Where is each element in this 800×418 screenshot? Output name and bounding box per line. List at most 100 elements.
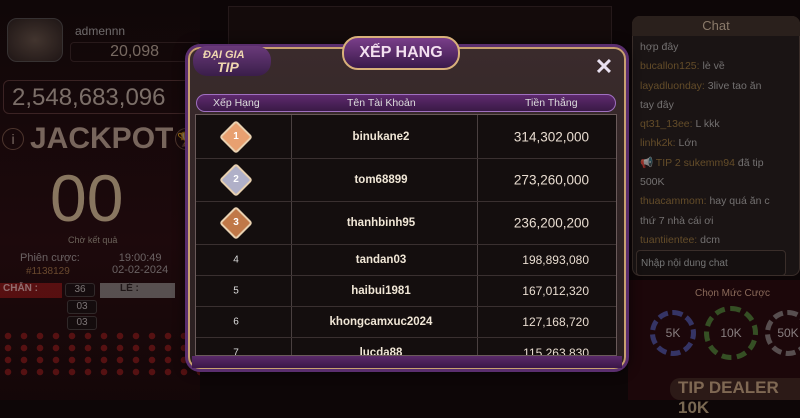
chat-message: bucallon125: lè về: [640, 57, 800, 76]
account-name: haibui1981: [351, 285, 411, 297]
chat-message: linhk2k: Lớn: [640, 134, 800, 153]
chat-text: 500K: [640, 176, 665, 189]
rank-number: 1: [233, 130, 239, 142]
session-label: Phiên cược:: [20, 252, 80, 264]
table-row[interactable]: 5 haibui1981 167,012,320: [196, 276, 616, 307]
chat-text: L kkk: [692, 118, 720, 131]
chip-5k[interactable]: 5K: [650, 310, 696, 356]
chat-text: Lớn: [675, 137, 698, 150]
rank-number: 3: [233, 217, 239, 228]
chat-user: linhk2k:: [640, 137, 676, 150]
chat-message: tuantiientee: dcm: [640, 231, 800, 250]
col-amount: Tiền Thắng: [525, 97, 578, 109]
table-row[interactable]: 3 thanhbinh95 236,200,200: [196, 202, 616, 245]
modal-bottom: [192, 356, 622, 368]
chat-message: hợp đây: [640, 38, 800, 57]
avatar[interactable]: [7, 18, 63, 62]
bet-select-label: Chọn Mức Cược: [695, 288, 770, 299]
rank-number: 5: [233, 285, 239, 297]
chat-user: bucallon125:: [640, 60, 700, 73]
win-amount: 273,260,000: [513, 172, 589, 188]
chat-message: thứ 7 nhà cái ơi: [640, 212, 800, 231]
chat-message: tay đây: [640, 96, 800, 115]
rank-number: 4: [233, 254, 239, 266]
chat-user: 📢 TIP 2 sukemm94: [640, 156, 735, 169]
win-amount: 198,893,080: [522, 253, 589, 267]
col-name: Tên Tài Khoản: [347, 97, 416, 109]
divider: [291, 115, 292, 355]
table-header: Xếp Hạng Tên Tài Khoản Tiền Thắng: [196, 94, 616, 112]
date: 02-02-2024: [112, 264, 169, 276]
result-number: 00: [50, 161, 124, 235]
account-name: lucda88: [359, 347, 403, 356]
chat-text: lè về: [699, 60, 725, 73]
chat-user: qt31_13ee:: [640, 118, 693, 131]
col-rank: Xếp Hạng: [213, 97, 260, 109]
chat-text: dcm: [697, 233, 720, 246]
dai-gia-tip-badge[interactable]: ĐẠI GIA TIP: [193, 46, 271, 76]
result-history-grid: [0, 330, 200, 380]
win-amount: 167,012,320: [522, 284, 589, 298]
table-row[interactable]: 4 tandan03 198,893,080: [196, 245, 616, 276]
win-amount: 115,263,830: [523, 346, 589, 356]
rank-number: 2: [233, 174, 239, 185]
chat-title: Chat: [632, 16, 800, 36]
player-name: admennn: [75, 24, 126, 38]
even-sub-1: 03: [67, 300, 97, 314]
jackpot-panel: admennn 20,098 2,548,683,096 i JACKPOT 🏆…: [0, 0, 200, 400]
rank-medal-icon: 1: [219, 119, 253, 154]
rank-number: 7: [233, 347, 239, 356]
odd-bet[interactable]: LẺ :: [100, 283, 175, 298]
even-count: 36: [65, 283, 95, 297]
chat-message: layadluonday: 3live tao ăn: [640, 77, 800, 96]
session-id: #1138129: [26, 266, 70, 277]
even-sub-2: 03: [67, 316, 97, 330]
table-row[interactable]: 6 khongcamxuc2024 127,168,720: [196, 307, 616, 338]
chat-log: hợp đây bucallon125: lè về layadluonday: 3…: [640, 38, 800, 250]
rank-medal-icon: 3: [219, 206, 253, 240]
result-status: Chờ kết quả: [68, 235, 118, 245]
jackpot-amount: 2,548,683,096: [3, 80, 193, 114]
chip-10k[interactable]: 10K: [704, 306, 758, 360]
time: 19:00:49: [118, 252, 162, 264]
chat-text: tay đây: [640, 98, 674, 111]
ranking-table[interactable]: 1 binukane2 314,302,000 2 tom68899 273,260,00…: [195, 114, 617, 356]
win-amount: 236,200,200: [513, 215, 589, 231]
even-bet[interactable]: CHẴN :: [0, 283, 62, 298]
chat-input[interactable]: [636, 250, 786, 276]
divider: [477, 115, 478, 355]
badge-line2: TIP: [217, 59, 239, 75]
account-name: thanhbinh95: [346, 217, 416, 229]
session-time: 19:00:49 02-02-2024: [112, 252, 168, 276]
chat-message: qt31_13ee: L kkk: [640, 115, 800, 134]
chip-50k[interactable]: 50K: [765, 310, 800, 356]
account-name: tom68899: [354, 174, 408, 186]
chat-text: 3live tao ăn: [704, 79, 762, 92]
chat-user: layadluonday:: [640, 79, 705, 92]
chat-text: đã tip: [734, 156, 764, 169]
tip-dealer-button[interactable]: TIP DEALER 10K: [670, 378, 800, 417]
info-icon[interactable]: i: [2, 128, 24, 150]
chat-text: thứ 7 nhà cái ơi: [640, 214, 714, 227]
win-amount: 314,302,000: [513, 129, 589, 144]
table-row[interactable]: 7 lucda88 115,263,830: [196, 338, 616, 356]
modal-title: XẾP HẠNG: [342, 36, 460, 70]
rank-medal-icon: 2: [219, 163, 253, 197]
jackpot-label: JACKPOT: [30, 122, 174, 155]
chat-user: tuantiientee:: [640, 233, 698, 246]
account-name: tandan03: [355, 254, 407, 266]
rank-number: 6: [233, 316, 239, 328]
chat-message: 500K: [640, 173, 800, 192]
chat-message: 📢 TIP 2 sukemm94 đã tip: [640, 154, 800, 173]
player-balance: 20,098: [70, 42, 200, 62]
account-name: khongcamxuc2024: [329, 316, 433, 328]
chat-text: hợp đây: [640, 41, 679, 53]
table-row[interactable]: 2 tom68899 273,260,000: [196, 159, 616, 202]
close-icon[interactable]: ✕: [594, 54, 614, 79]
badge-line1: ĐẠI GIA: [203, 49, 245, 61]
chat-text: hay quá ăn c: [706, 195, 770, 208]
win-amount: 127,168,720: [522, 315, 589, 329]
account-name: binukane2: [352, 130, 410, 143]
chat-message: thuacammom: hay quá ăn c: [640, 192, 800, 211]
table-row[interactable]: 1 binukane2 314,302,000: [196, 115, 616, 159]
